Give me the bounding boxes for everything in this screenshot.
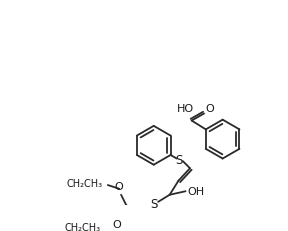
Text: O: O (112, 219, 121, 230)
Text: O: O (205, 103, 214, 113)
Text: S: S (176, 153, 183, 166)
Text: O: O (114, 181, 123, 191)
Text: CH₂CH₃: CH₂CH₃ (67, 179, 103, 188)
Text: CH₂CH₃: CH₂CH₃ (65, 222, 101, 231)
Text: HO: HO (177, 103, 194, 113)
Text: S: S (150, 197, 158, 210)
Text: OH: OH (187, 186, 204, 196)
